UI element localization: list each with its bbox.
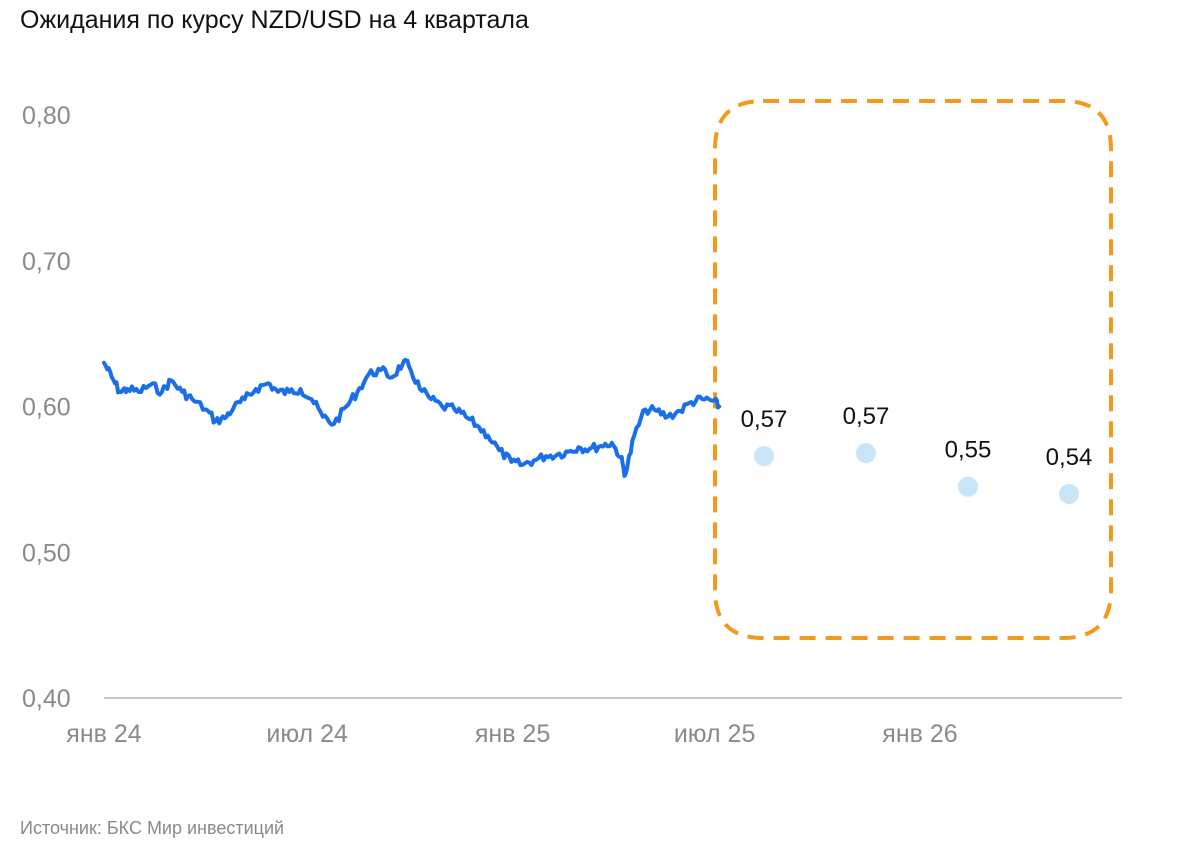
forecast-value-label: 0,57 [741,406,788,433]
x-axis: янв 24 июл 24 янв 25 июл 25 янв 26 [66,720,957,748]
y-tick-label: 0,60 [22,394,71,422]
forecast-highlight-box [713,99,1113,640]
series-line [102,357,722,478]
source-note: Источник: БКС Мир инвестиций [20,818,285,838]
forecast-value-label: 0,55 [945,437,992,464]
forecast-point [1059,483,1079,504]
forecast-point [856,443,876,464]
forecast-value-label: 0,57 [843,403,890,430]
forecast-point [958,476,978,497]
forecast-point [754,446,774,467]
y-tick-label: 0,50 [22,539,71,567]
forecast-value-label: 0,54 [1046,444,1093,471]
x-tick-label: июл 24 [266,720,348,748]
x-tick-label: янв 24 [66,720,141,748]
x-tick-label: янв 25 [475,720,550,748]
y-tick-label: 0,40 [22,685,71,713]
forecast-points [754,443,1079,504]
x-tick-label: июл 25 [674,720,756,748]
data-labels: 0,57 0,57 0,55 0,54 [741,403,1093,471]
x-tick-label: янв 26 [882,720,957,748]
chart-title: Ожидания по курсу NZD/USD на 4 квартала [20,6,529,34]
y-tick-label: 0,80 [22,102,71,130]
y-tick-label: 0,70 [22,248,71,276]
y-axis: 0,80 0,70 0,60 0,50 0,40 [22,102,71,713]
